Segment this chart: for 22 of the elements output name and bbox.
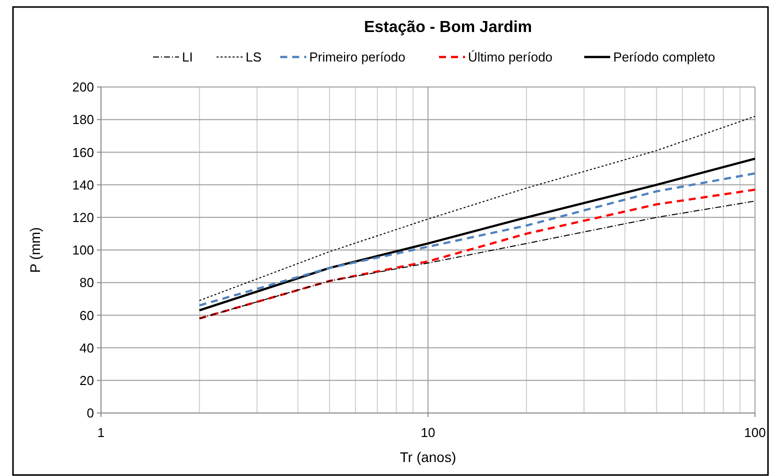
y-tick-label: 80 <box>80 275 94 290</box>
chart-title: Estação - Bom Jardim <box>364 19 532 36</box>
y-tick-label: 40 <box>80 340 94 356</box>
y-tick-label: 0 <box>86 406 94 421</box>
legend-label: LI <box>182 50 193 65</box>
y-tick-label: 100 <box>72 242 94 258</box>
x-tick-label: 1 <box>97 425 105 440</box>
legend-label: LS <box>246 50 262 65</box>
y-tick-label: 120 <box>72 210 94 225</box>
y-tick-label: 160 <box>72 144 94 160</box>
x-axis-title: Tr (anos) <box>400 449 456 465</box>
x-tick-label: 10 <box>420 425 436 440</box>
legend-label: Último período <box>468 50 553 65</box>
y-axis-title: P (mm) <box>27 227 43 273</box>
legend-label: Período completo <box>613 50 716 65</box>
legend-label: Primeiro período <box>309 50 406 65</box>
y-tick-label: 200 <box>72 80 94 95</box>
y-tick-label: 140 <box>72 177 94 192</box>
y-tick-label: 20 <box>80 372 94 388</box>
x-tick-label: 100 <box>744 425 766 440</box>
y-tick-label: 180 <box>72 112 94 128</box>
y-tick-label: 60 <box>80 308 94 323</box>
